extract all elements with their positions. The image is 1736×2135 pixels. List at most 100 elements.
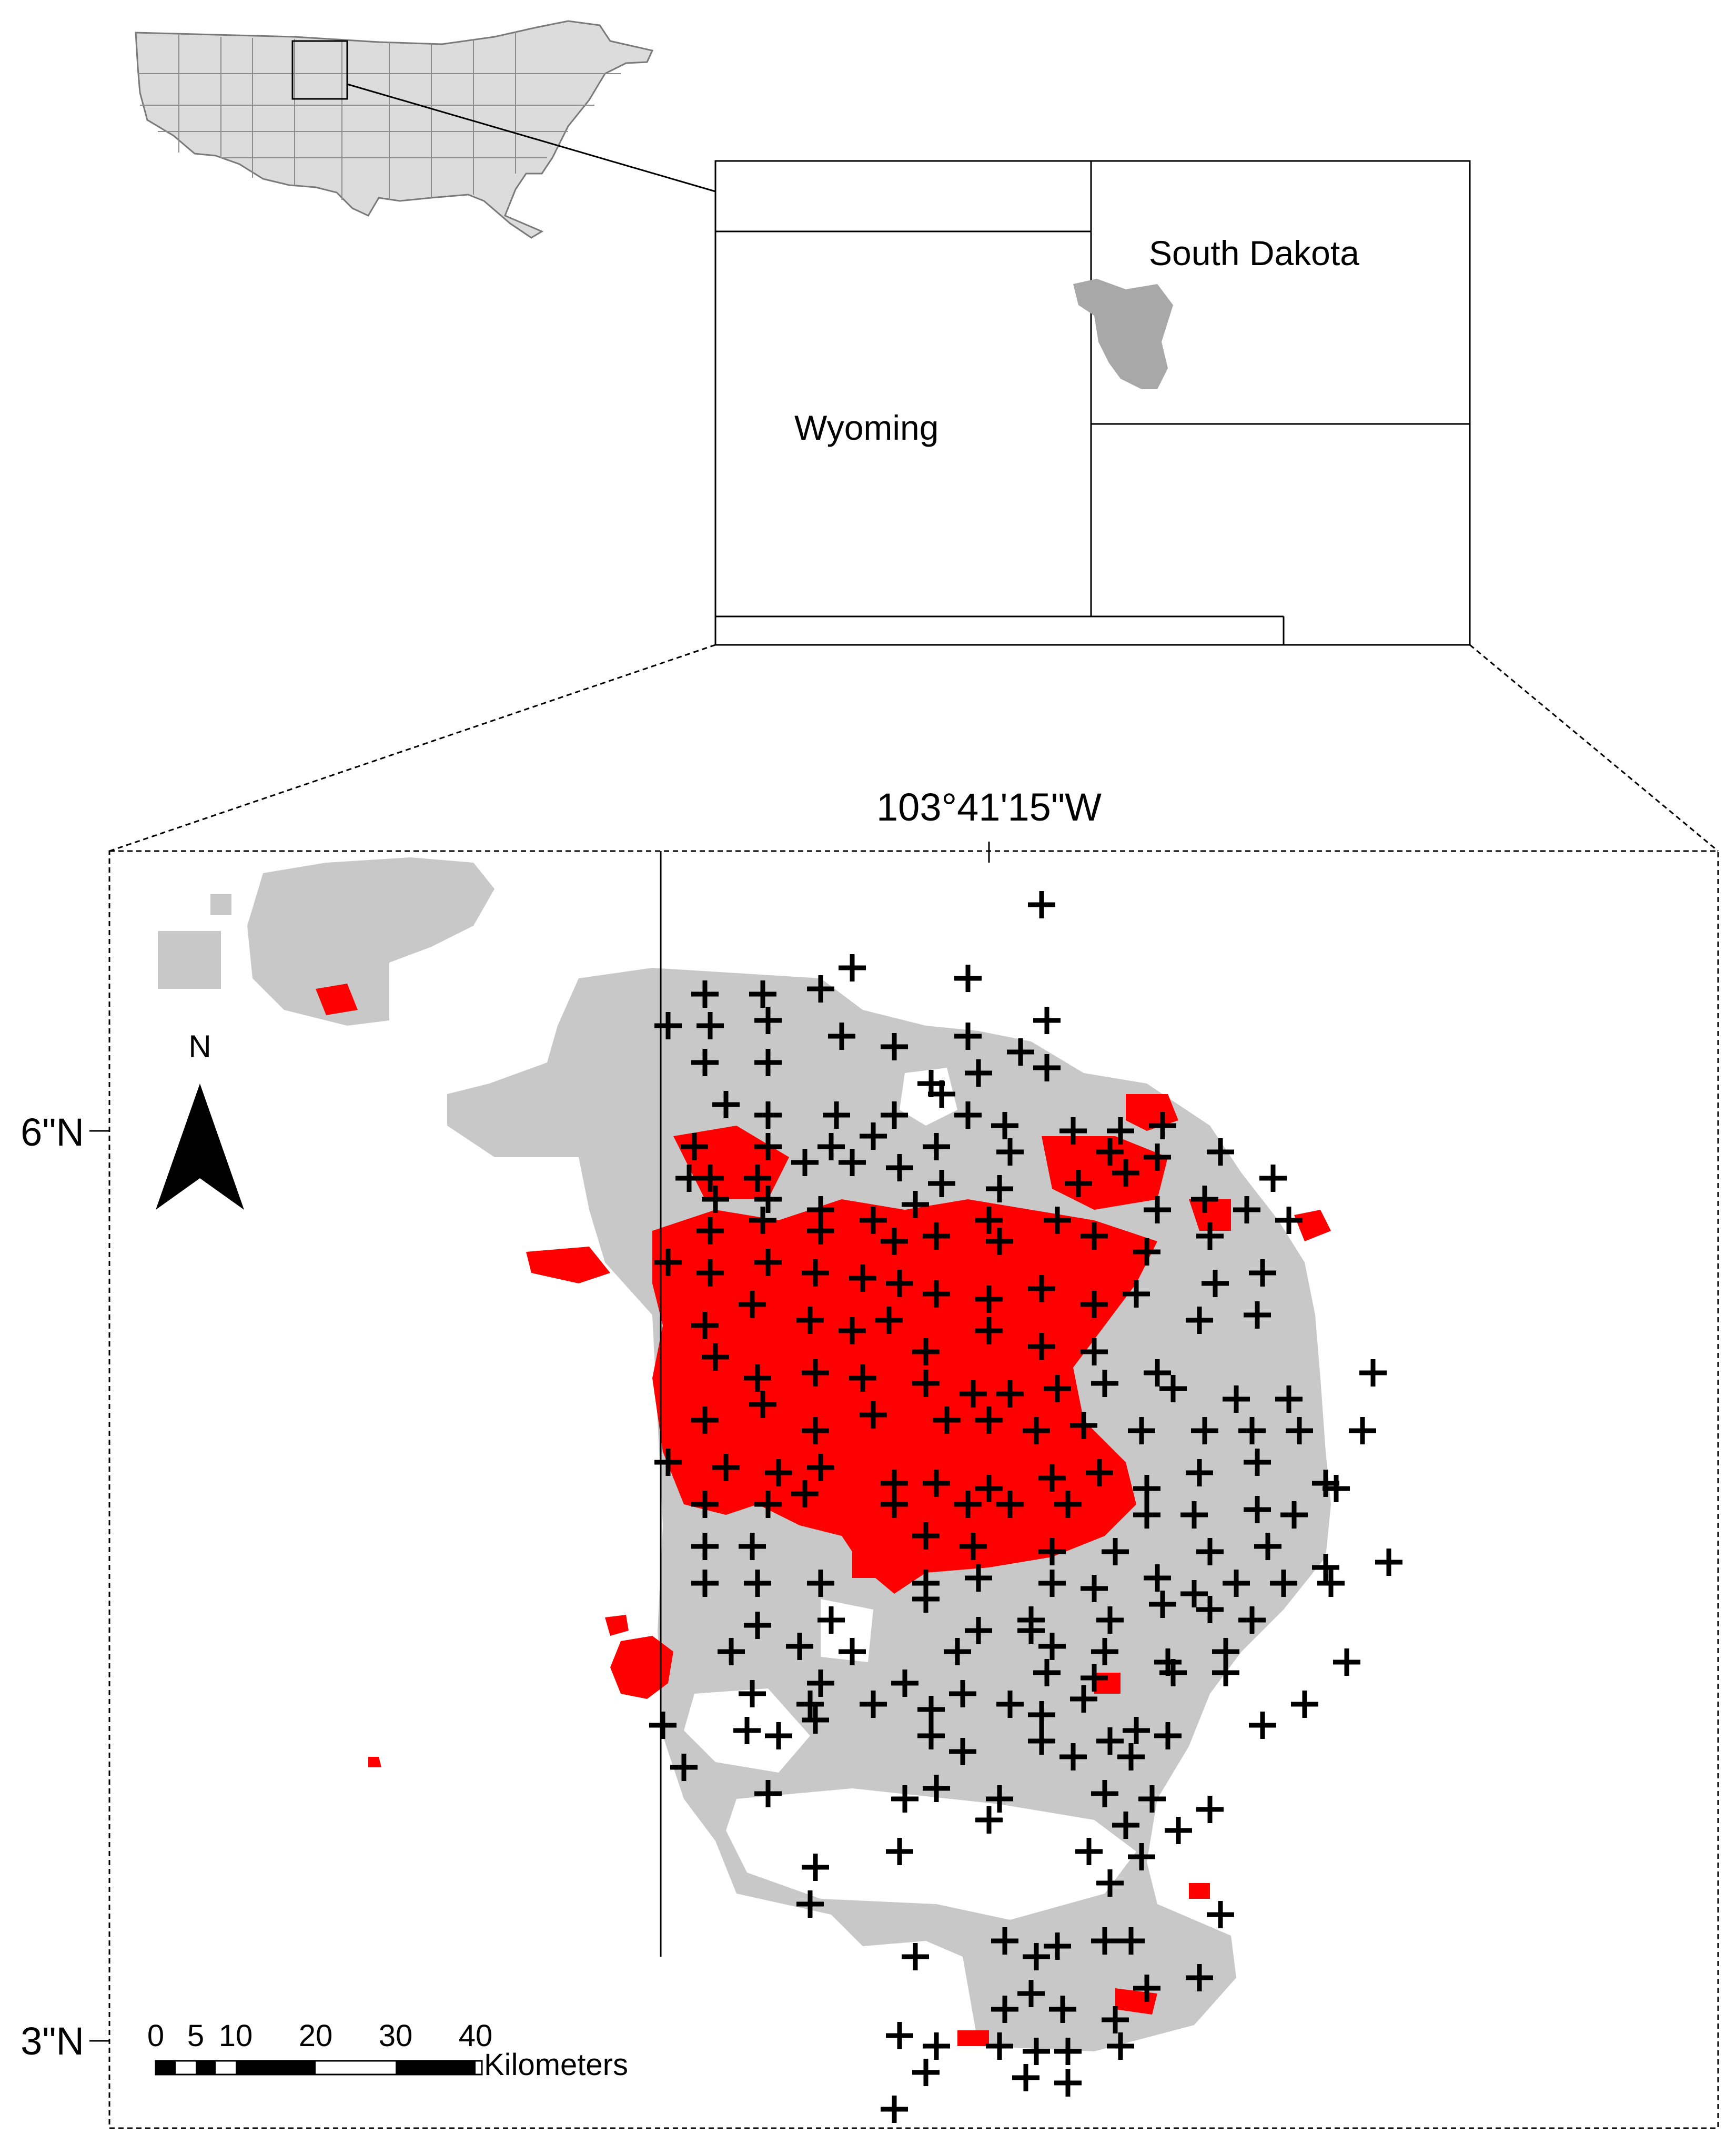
sample-point-marker (1054, 1491, 1082, 1518)
sample-point-marker (796, 1890, 824, 1918)
sample-point-marker (1317, 1570, 1345, 1597)
sample-point-marker (744, 1364, 771, 1392)
sample-point-marker (891, 1669, 919, 1697)
sample-point-marker (1244, 1301, 1271, 1329)
sample-point-marker (986, 1175, 1013, 1202)
sample-point-marker (912, 1585, 940, 1613)
sample-point-marker (749, 980, 776, 1008)
sample-point-marker (1144, 1564, 1171, 1592)
sample-point-marker (691, 980, 719, 1008)
sample-point-marker (1059, 1743, 1087, 1770)
sample-point-marker (1291, 1691, 1318, 1718)
sample-point-marker (807, 1669, 834, 1697)
sample-point-marker (1180, 1501, 1208, 1529)
sample-point-marker (1028, 1701, 1055, 1728)
sample-point-marker (1186, 1964, 1213, 1991)
sample-point-marker (881, 1033, 908, 1060)
sample-point-marker (1028, 1275, 1055, 1302)
sample-point-marker (1023, 2038, 1050, 2065)
sample-point-marker (912, 1522, 940, 1550)
sample-point-marker (1096, 1727, 1124, 1755)
sample-point-marker (1091, 1780, 1118, 1807)
sample-point-marker (754, 1007, 782, 1034)
sample-point-marker (739, 1680, 766, 1707)
sample-point-marker (697, 1012, 724, 1039)
sample-point-marker (1123, 1717, 1150, 1744)
sample-point-marker (681, 1133, 708, 1160)
sample-point-marker (965, 1617, 992, 1644)
sample-point-marker (886, 2022, 913, 2049)
us-inset-study-box (291, 40, 348, 100)
sample-point-marker (1028, 891, 1055, 918)
sample-point-marker (744, 1165, 771, 1192)
sample-point-marker (1238, 1606, 1266, 1634)
sample-point-marker (739, 1291, 766, 1318)
sample-point-marker (1091, 1638, 1118, 1665)
sample-point-marker (860, 1122, 887, 1150)
regional-map-frame (714, 160, 1471, 646)
north-arrow-icon (156, 1084, 244, 1210)
sample-point-marker (712, 1091, 740, 1118)
sample-point-marker (802, 1359, 829, 1387)
sample-point-marker (1112, 1812, 1139, 1839)
sample-point-marker (1133, 1475, 1160, 1502)
sample-point-marker (1249, 1712, 1276, 1739)
sample-point-marker (802, 1706, 829, 1734)
sample-point-marker (807, 975, 834, 1003)
sample-point-marker (986, 1785, 1013, 1813)
sample-point-marker (754, 1101, 782, 1129)
sample-point-marker (670, 1754, 698, 1781)
latitude-label-top: 6"N (21, 1110, 84, 1154)
sample-point-marker (881, 1491, 908, 1518)
sample-point-marker (886, 1838, 913, 1865)
sample-point-marker (802, 1417, 829, 1444)
sample-point-marker (1028, 1727, 1055, 1755)
sample-point-marker (954, 1023, 982, 1050)
sample-point-marker (691, 1312, 719, 1339)
sample-point-marker (1154, 1722, 1182, 1749)
sample-point-marker (912, 1338, 940, 1365)
sample-point-marker (991, 1927, 1018, 1955)
sample-point-marker (923, 1222, 950, 1250)
sample-point-marker (1191, 1417, 1218, 1444)
sample-point-marker (786, 1633, 813, 1660)
sample-point-marker (923, 1133, 950, 1160)
sample-point-marker (1233, 1196, 1260, 1223)
inset-leader-line (347, 83, 716, 193)
sample-point-marker (1096, 1138, 1124, 1166)
sample-point-marker (839, 1638, 866, 1665)
sample-point-marker (1238, 1417, 1266, 1444)
sample-point-marker (802, 1259, 829, 1287)
scale-bar: 0 5 10 20 30 40 Kilometers (147, 2019, 628, 2082)
sample-point-marker (1286, 1417, 1313, 1444)
sample-point-marker (817, 1133, 845, 1160)
sample-point-marker (975, 1286, 1003, 1313)
sample-point-marker (954, 1491, 982, 1518)
scale-tick-0: 0 (147, 2019, 164, 2053)
sample-point-marker (1038, 1538, 1066, 1565)
sample-point-marker (1091, 1370, 1118, 1397)
sample-point-marker (1259, 1165, 1287, 1192)
sample-point-marker (1359, 1359, 1387, 1387)
sample-point-marker (954, 965, 982, 992)
sample-point-marker (1070, 1412, 1097, 1439)
sample-point-marker (923, 2032, 950, 2060)
sample-point-marker (912, 1370, 940, 1397)
sample-point-marker (1117, 1927, 1145, 1955)
sample-point-marker (1096, 1606, 1124, 1634)
sample-point-marker (860, 1207, 887, 1234)
sample-point-marker (1081, 1664, 1108, 1692)
sample-point-marker (807, 1570, 834, 1597)
sample-point-marker (1128, 1417, 1155, 1444)
sample-point-marker (1086, 1459, 1113, 1486)
us-state-lines (138, 32, 621, 200)
sample-point-marker (1270, 1570, 1297, 1597)
sample-point-marker (1102, 1538, 1129, 1565)
sample-point-marker (744, 1570, 771, 1597)
north-arrow-label: N (188, 1029, 211, 1064)
sample-point-marker (975, 1207, 1003, 1234)
sample-points (649, 891, 1402, 2123)
sample-point-marker (1054, 2069, 1082, 2097)
longitude-label: 103°41'15"W (876, 785, 1102, 829)
sample-point-marker (691, 1533, 719, 1560)
